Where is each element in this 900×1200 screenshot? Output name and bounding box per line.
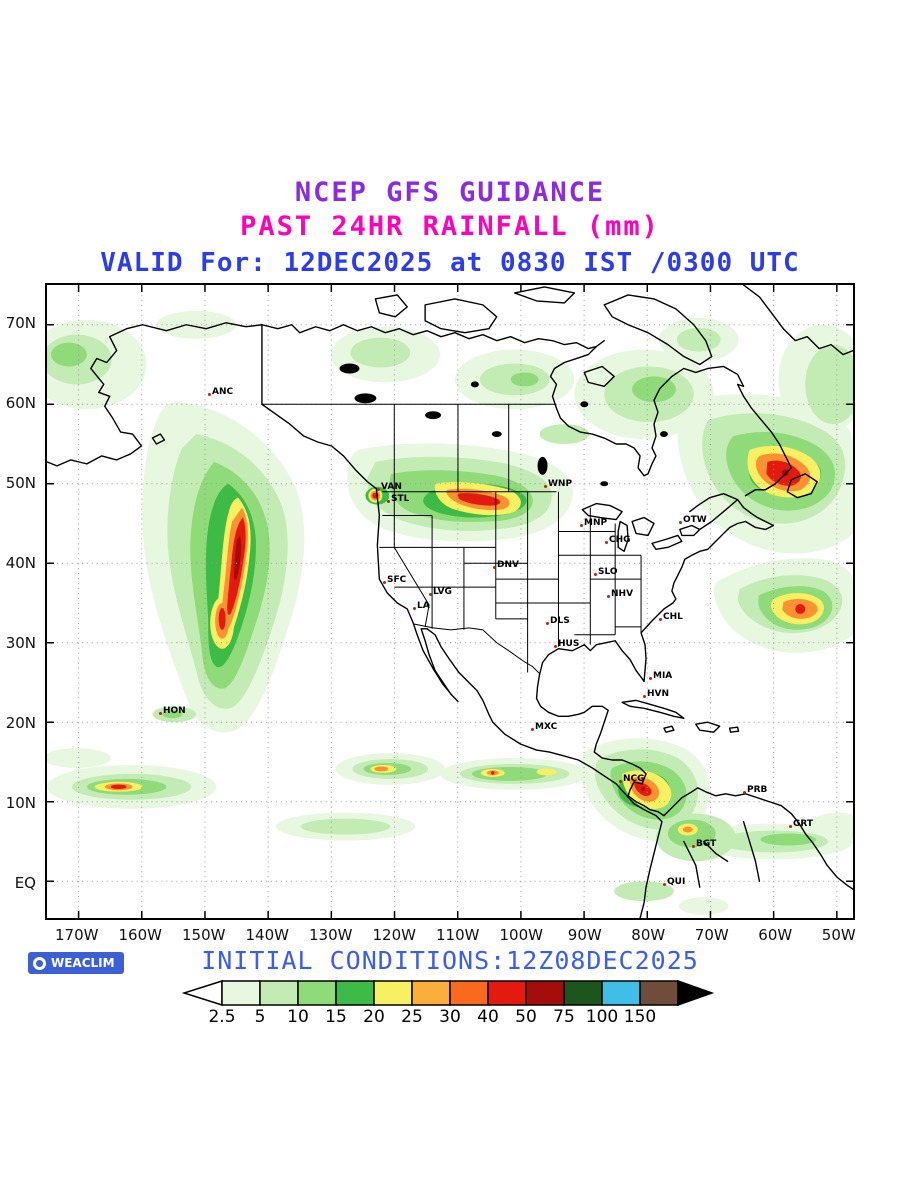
legend-label: 100 <box>585 1007 619 1027</box>
legend: 2.5 5 10 15 20 25 30 40 50 75 100 150 <box>0 979 900 1029</box>
latlon-grid <box>47 285 853 918</box>
legend-label: 15 <box>325 1007 347 1027</box>
title-block: NCEP GFS GUIDANCE PAST 24HR RAINFALL (mm… <box>0 176 900 279</box>
legend-label: 25 <box>401 1007 423 1027</box>
legend-label: 2.5 <box>208 1007 236 1027</box>
lon-axis: 170W 160W 150W 140W 130W 120W 110W 100W 90W 80W 70… <box>45 924 856 946</box>
page-subtitle: PAST 24HR RAINFALL (mm) <box>240 210 660 242</box>
political-borders <box>261 403 642 674</box>
coastlines <box>47 285 853 918</box>
precip-shading <box>47 310 853 916</box>
lon-label: 110W <box>436 926 480 944</box>
page-title: NCEP GFS GUIDANCE <box>294 177 606 208</box>
lon-label: 140W <box>245 926 289 944</box>
lon-label: 160W <box>118 926 162 944</box>
lon-label: 130W <box>309 926 353 944</box>
legend-label: 10 <box>287 1007 309 1027</box>
weaclim-label: WEACLIM <box>51 956 115 970</box>
lat-label: 40N <box>5 554 36 572</box>
map-frame: ANC VAN STL WNP MNP CHG SLO DNV SFC LVG LA DLS HUS NH… <box>45 283 855 920</box>
lon-label: 60W <box>758 926 793 944</box>
lon-label: 100W <box>499 926 543 944</box>
legend-label: 5 <box>254 1007 266 1027</box>
legend-label: 40 <box>477 1007 499 1027</box>
legend-label: 20 <box>363 1007 385 1027</box>
legend-label: 30 <box>439 1007 461 1027</box>
rainfall-map-canvas <box>47 285 853 918</box>
lat-label: 60N <box>5 394 36 412</box>
lat-label: 20N <box>5 714 36 732</box>
valid-time-line: VALID For: 12DEC2025 at 0830 IST /0300 U… <box>100 247 800 278</box>
legend-colorbar <box>181 979 718 1007</box>
weaclim-badge[interactable]: WEACLIM <box>28 952 124 974</box>
axis-ticks <box>47 285 853 918</box>
lat-label: 30N <box>5 634 36 652</box>
lon-label: 120W <box>372 926 416 944</box>
lat-axis: 70N 60N 50N 40N 30N 20N 10N EQ <box>0 283 42 920</box>
lat-label: 70N <box>5 314 36 332</box>
legend-colorbar-svg <box>181 979 715 1007</box>
lat-label: 10N <box>5 794 36 812</box>
legend-labels: 2.5 5 10 15 20 25 30 40 50 75 100 150 <box>182 1007 718 1029</box>
weaclim-logo-icon <box>33 956 46 970</box>
lon-label: 170W <box>55 926 99 944</box>
legend-label: 50 <box>515 1007 537 1027</box>
lat-label: 50N <box>5 474 36 492</box>
legend-label: 150 <box>623 1007 657 1027</box>
lon-label: 150W <box>182 926 226 944</box>
initial-conditions-line: INITIAL CONDITIONS:12Z08DEC2025 <box>201 946 699 975</box>
legend-label: 75 <box>553 1007 575 1027</box>
lon-label: 50W <box>821 926 856 944</box>
lon-label: 80W <box>631 926 666 944</box>
lon-label: 70W <box>694 926 729 944</box>
lat-label: EQ <box>14 874 36 892</box>
inland-lakes <box>339 363 668 487</box>
lon-label: 90W <box>567 926 602 944</box>
